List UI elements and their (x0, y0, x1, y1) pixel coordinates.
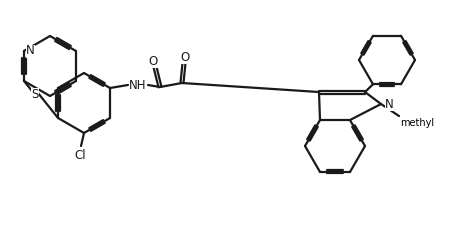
Text: methyl: methyl (400, 118, 434, 128)
Text: N: N (26, 44, 35, 58)
Text: N: N (385, 98, 394, 110)
Text: S: S (31, 88, 39, 100)
Text: O: O (148, 55, 157, 67)
Text: O: O (180, 51, 190, 63)
Text: NH: NH (129, 78, 147, 91)
Text: Cl: Cl (74, 149, 86, 161)
